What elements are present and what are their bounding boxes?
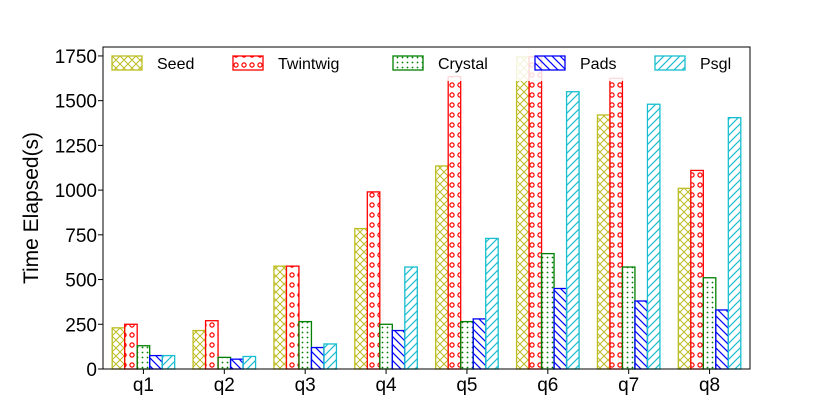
bar-twintwig-q5	[447, 75, 462, 370]
bar-twintwig-q7	[609, 77, 624, 370]
y-tick-label: 250	[65, 315, 97, 336]
legend-swatch-psgl	[654, 55, 686, 71]
y-tick-label: 500	[65, 271, 97, 292]
y-tick-label: 1250	[55, 136, 97, 157]
legend-label-pads: Pads	[580, 56, 616, 73]
bar-pads-q7	[634, 300, 649, 370]
x-axis: q1 q2 q3 q4 q5 q6 q7 q8	[133, 369, 720, 396]
legend-label-twintwig: Twintwig	[278, 56, 339, 73]
x-tick-label: q8	[699, 375, 720, 396]
y-tick-label: 0	[86, 360, 97, 381]
legend: Seed Twintwig Crystal Pads Psgl	[104, 48, 749, 81]
bar-crystal-q8	[702, 277, 717, 370]
bar-seed-q5	[435, 165, 449, 370]
x-tick-label: q1	[133, 375, 154, 396]
bar-twintwig-q2	[204, 320, 219, 370]
bar-crystal-q4	[379, 323, 393, 370]
plot-area	[111, 56, 742, 370]
bar-pads-q1	[149, 354, 163, 370]
y-tick-label: 1750	[55, 47, 97, 68]
bar-pads-q5	[472, 318, 487, 370]
bar-psgl-q5	[485, 237, 499, 370]
bar-psgl-q6	[565, 91, 580, 370]
bar-seed-q3	[273, 265, 288, 370]
bar-crystal-q1	[136, 345, 151, 370]
legend-swatch-pads	[534, 55, 566, 71]
bar-pads-q6	[553, 287, 568, 370]
x-tick-label: q5	[456, 375, 477, 396]
y-tick-label: 750	[65, 226, 97, 247]
bar-seed-q8	[677, 187, 692, 370]
bar-psgl-q7	[646, 103, 661, 370]
bar-seed-q2	[192, 329, 207, 370]
bar-crystal-q7	[621, 266, 636, 370]
plot-frame	[102, 46, 751, 370]
bar-pads-q3	[310, 346, 325, 370]
bar-psgl-q1	[161, 354, 176, 370]
legend-swatch-twintwig	[232, 55, 264, 71]
bar-pads-q8	[715, 309, 729, 370]
bar-twintwig-q4	[366, 191, 381, 370]
bar-twintwig-q3	[285, 265, 300, 370]
bar-pads-q2	[229, 358, 244, 370]
y-axis-title: Time Elapsed(s)	[20, 132, 43, 284]
bar-psgl-q2	[242, 355, 257, 370]
x-tick-label: q6	[537, 375, 558, 396]
legend-label-crystal: Crystal	[438, 56, 488, 73]
x-tick-label: q7	[618, 375, 639, 396]
bar-psgl-q4	[404, 266, 418, 370]
x-tick-label: q2	[214, 375, 235, 396]
bar-crystal-q2	[217, 356, 232, 370]
bar-seed-q7	[596, 114, 611, 370]
bar-seed-q6	[515, 56, 530, 370]
bar-twintwig-q8	[690, 169, 704, 370]
bar-seed-q1	[111, 327, 126, 370]
bar-seed-q4	[354, 227, 368, 370]
bar-psgl-q8	[727, 117, 742, 370]
x-tick-label: q3	[295, 375, 316, 396]
bar-crystal-q5	[460, 320, 474, 370]
bar-pads-q4	[391, 329, 406, 370]
legend-swatch-crystal	[392, 55, 424, 71]
y-axis: 0 250 500 750 1000 1250 1500 1750	[55, 47, 103, 381]
legend-label-seed: Seed	[157, 56, 194, 73]
y-tick-label: 1000	[55, 181, 97, 202]
bar-crystal-q3	[298, 320, 313, 370]
legend-swatch-seed	[111, 55, 143, 71]
bar-twintwig-q1	[124, 323, 138, 370]
bar-twintwig-q6	[528, 56, 543, 370]
bar-psgl-q3	[323, 343, 338, 370]
legend-label-psgl: Psgl	[700, 56, 731, 73]
bar-crystal-q6	[540, 252, 555, 370]
y-tick-label: 1500	[55, 92, 97, 113]
legend-background	[104, 48, 749, 81]
x-tick-label: q4	[375, 375, 397, 396]
